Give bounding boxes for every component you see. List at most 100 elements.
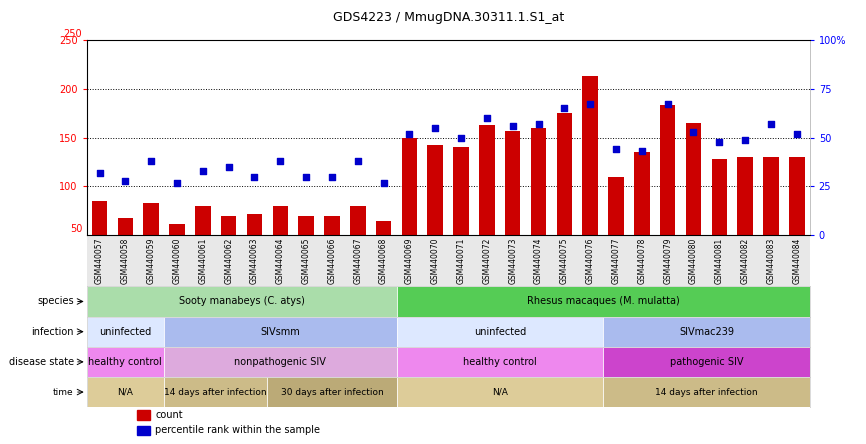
Point <box>93 169 107 176</box>
Point <box>790 130 804 137</box>
Text: species: species <box>37 297 74 306</box>
Bar <box>603 317 810 347</box>
Text: GSM440071: GSM440071 <box>456 238 466 284</box>
Bar <box>603 347 810 377</box>
Bar <box>299 216 313 284</box>
Text: GSM440084: GSM440084 <box>792 238 801 284</box>
Point <box>506 123 520 130</box>
Text: GSM440060: GSM440060 <box>172 238 182 284</box>
Bar <box>557 113 572 284</box>
Text: GSM440059: GSM440059 <box>146 238 156 284</box>
Text: count: count <box>155 410 183 420</box>
Point <box>145 158 158 165</box>
Text: N/A: N/A <box>118 388 133 396</box>
Bar <box>634 152 650 284</box>
Bar <box>789 157 805 284</box>
Point <box>480 115 494 122</box>
Text: GSM440073: GSM440073 <box>508 238 517 284</box>
Bar <box>268 377 397 407</box>
Point <box>609 146 623 153</box>
Bar <box>195 206 210 284</box>
Bar <box>137 410 150 420</box>
Bar <box>453 147 469 284</box>
Text: Sooty manabeys (C. atys): Sooty manabeys (C. atys) <box>178 297 305 306</box>
Text: Rhesus macaques (M. mulatta): Rhesus macaques (M. mulatta) <box>527 297 680 306</box>
Text: GSM440083: GSM440083 <box>766 238 775 284</box>
Bar <box>737 157 753 284</box>
Point <box>454 134 468 141</box>
Text: GSM440058: GSM440058 <box>121 238 130 284</box>
Bar <box>531 128 546 284</box>
Bar <box>164 377 268 407</box>
Text: disease state: disease state <box>9 357 74 367</box>
Bar <box>660 105 675 284</box>
Bar <box>164 317 397 347</box>
Point <box>532 120 546 127</box>
Point <box>119 177 132 184</box>
Bar <box>92 201 107 284</box>
Point <box>687 128 701 135</box>
Bar <box>583 76 598 284</box>
Bar <box>479 125 494 284</box>
Text: GSM440077: GSM440077 <box>611 238 621 284</box>
Text: GDS4223 / MmugDNA.30311.1.S1_at: GDS4223 / MmugDNA.30311.1.S1_at <box>333 11 564 24</box>
Text: percentile rank within the sample: percentile rank within the sample <box>155 425 320 436</box>
Text: 14 days after infection: 14 days after infection <box>165 388 267 396</box>
Bar <box>686 123 701 284</box>
Point <box>222 163 236 170</box>
Text: GSM440070: GSM440070 <box>430 238 440 284</box>
Text: 30 days after infection: 30 days after infection <box>281 388 384 396</box>
Text: 50: 50 <box>70 224 82 234</box>
Point <box>325 173 339 180</box>
Text: time: time <box>53 388 74 396</box>
Bar <box>397 286 810 317</box>
Point <box>274 158 288 165</box>
Bar <box>87 286 397 317</box>
Bar <box>763 157 779 284</box>
Bar <box>402 138 417 284</box>
Bar <box>87 377 164 407</box>
Text: GSM440072: GSM440072 <box>482 238 491 284</box>
Text: GSM440074: GSM440074 <box>534 238 543 284</box>
Point <box>377 179 391 186</box>
Bar <box>603 377 810 407</box>
Bar <box>273 206 288 284</box>
Point <box>403 130 417 137</box>
Point <box>196 167 210 174</box>
Text: GSM440075: GSM440075 <box>560 238 569 284</box>
Point <box>764 120 778 127</box>
Bar <box>397 377 603 407</box>
Text: nonpathogenic SIV: nonpathogenic SIV <box>235 357 326 367</box>
Text: 14 days after infection: 14 days after infection <box>655 388 758 396</box>
Point <box>299 173 313 180</box>
Bar <box>505 131 520 284</box>
Text: GSM440081: GSM440081 <box>714 238 724 284</box>
Text: 250: 250 <box>63 29 82 39</box>
Point <box>248 173 262 180</box>
Point <box>713 138 727 145</box>
Text: GSM440067: GSM440067 <box>353 238 362 284</box>
Point <box>661 101 675 108</box>
Point <box>351 158 365 165</box>
Text: GSM440061: GSM440061 <box>198 238 207 284</box>
Text: uninfected: uninfected <box>100 327 152 337</box>
Bar <box>87 317 164 347</box>
Text: GSM440057: GSM440057 <box>95 238 104 284</box>
Bar <box>397 317 603 347</box>
Text: GSM440079: GSM440079 <box>663 238 672 284</box>
Bar <box>350 206 365 284</box>
Bar <box>118 218 133 284</box>
Bar <box>428 146 443 284</box>
Text: GSM440080: GSM440080 <box>689 238 698 284</box>
Text: N/A: N/A <box>492 388 507 396</box>
Text: healthy control: healthy control <box>463 357 537 367</box>
Point <box>738 136 752 143</box>
Point <box>635 148 649 155</box>
Point <box>170 179 184 186</box>
Text: GSM440069: GSM440069 <box>405 238 414 284</box>
Bar <box>376 221 391 284</box>
Text: healthy control: healthy control <box>88 357 162 367</box>
Text: GSM440065: GSM440065 <box>301 238 311 284</box>
Text: GSM440064: GSM440064 <box>275 238 285 284</box>
Bar <box>144 203 158 284</box>
